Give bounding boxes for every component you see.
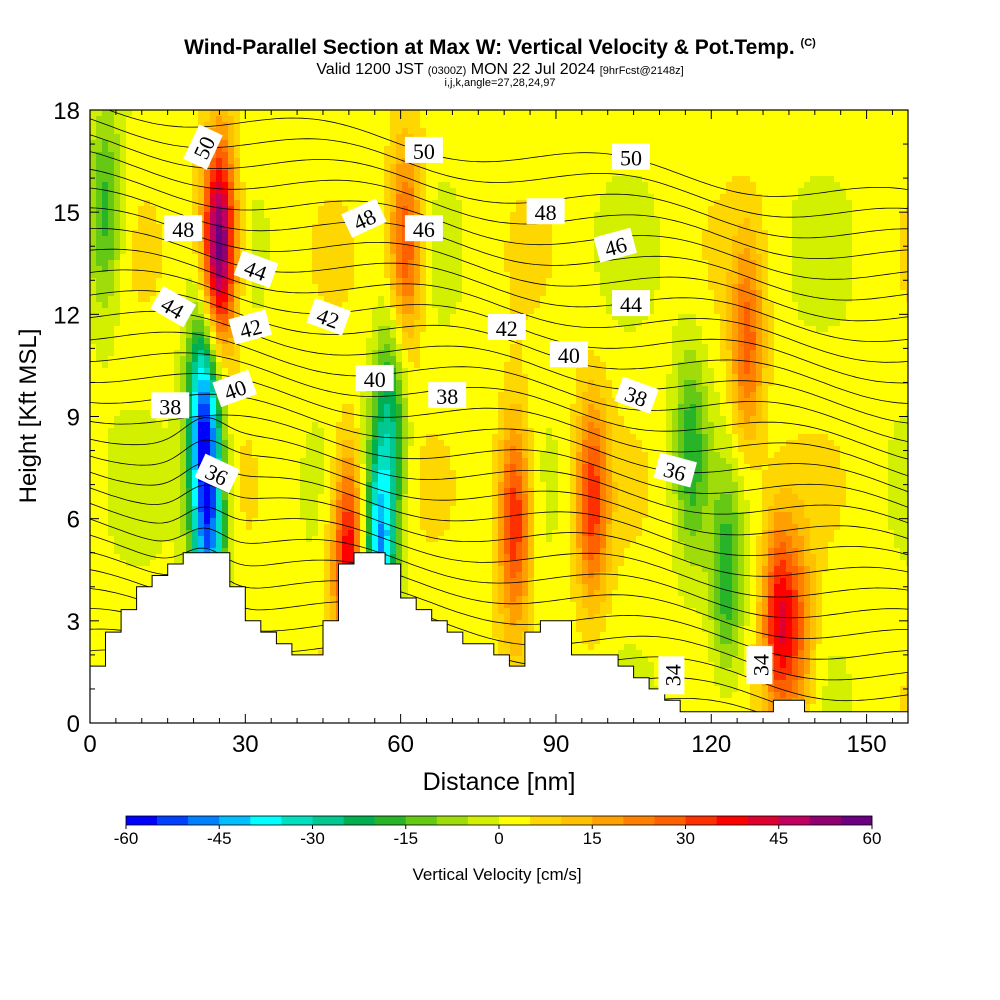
colorbar-swatch (374, 816, 407, 825)
contour-label: 44 (612, 290, 650, 317)
colorbar-label: Vertical Velocity [cm/s] (412, 865, 581, 884)
colorbar-tick-label: 0 (494, 829, 503, 848)
colorbar-swatch (623, 816, 655, 825)
contour-label: 36 (194, 453, 240, 494)
colorbar-swatch (561, 816, 593, 825)
colorbar-tick-label: 30 (676, 829, 695, 848)
x-tick-label: 120 (691, 731, 731, 758)
colorbar-tick-label: -45 (207, 829, 232, 848)
contour-label: 46 (404, 215, 443, 242)
theta-contour-labels: 5048444442403836484240504638424840504644… (150, 124, 773, 695)
x-axis-label: Distance [nm] (423, 768, 576, 796)
x-tick-label: 90 (543, 731, 570, 758)
colorbar-swatch (499, 816, 531, 825)
colorbar-swatch (436, 816, 469, 825)
chart-title: Wind-Parallel Section at Max W: Vertical… (184, 36, 816, 59)
x-tick-label: 150 (847, 731, 887, 758)
y-tick-label: 9 (67, 405, 80, 432)
colorbar-tick-label: -30 (300, 829, 325, 848)
y-tick-label: 6 (67, 507, 80, 534)
contour-label: 48 (341, 198, 387, 238)
colorbar-swatch (157, 816, 189, 825)
contour-label: 38 (151, 392, 190, 419)
contour-label: 40 (355, 365, 394, 392)
colorbar-swatch (467, 816, 500, 825)
contour-label: 50 (612, 143, 650, 171)
colorbar-swatch (716, 816, 748, 825)
colorbar-swatch (126, 816, 158, 825)
contour-label: 50 (404, 136, 443, 164)
colorbar-swatch (809, 816, 842, 825)
y-axis-label: Height [Kft MSL] (15, 329, 42, 504)
chart-indices: i,j,k,angle=27,28,24,97 (444, 77, 556, 89)
colorbar-tick-label: 60 (863, 829, 882, 848)
colorbar-swatch (343, 816, 375, 825)
colorbar-swatch (530, 816, 562, 825)
colorbar-swatch (685, 816, 717, 825)
colorbar-swatch (250, 816, 282, 825)
colorbar-swatch (654, 816, 686, 825)
x-tick-label: 30 (232, 731, 259, 758)
colorbar-tick-label: 45 (769, 829, 788, 848)
colorbar: -60 -45 -30 -15 0 15 30 45 60 (114, 815, 882, 848)
contour-label: 38 (428, 382, 467, 409)
contour-label: 48 (526, 198, 565, 225)
y-tick-label: 0 (67, 711, 80, 738)
colorbar-swatch (219, 816, 251, 825)
x-tick-label: 0 (83, 731, 96, 758)
colorbar-swatch (840, 816, 873, 825)
colorbar-swatch (188, 816, 220, 825)
colorbar-swatch (312, 816, 344, 825)
contour-label: 42 (228, 309, 272, 345)
chart-subtitle: Valid 1200 JST (0300Z) MON 22 Jul 2024 [… (316, 61, 684, 78)
y-tick-label: 12 (53, 302, 80, 329)
terrain (90, 552, 908, 723)
colorbar-tick-label: 15 (583, 829, 602, 848)
contour-label: 40 (549, 341, 588, 368)
colorbar-swatch (747, 816, 780, 825)
colorbar-swatch (281, 816, 313, 825)
x-tick-label: 60 (387, 731, 414, 758)
contour-label: 34 (658, 656, 685, 695)
contour-label: 46 (593, 227, 637, 263)
colorbar-swatch (778, 816, 811, 825)
contour-label: 36 (653, 452, 697, 488)
y-tick-label: 15 (53, 200, 80, 227)
contour-label: 48 (164, 215, 203, 242)
colorbar-swatch (405, 816, 438, 825)
y-tick-label: 18 (53, 98, 80, 125)
colorbar-tick-label: -60 (114, 829, 139, 848)
contour-label: 34 (746, 646, 773, 685)
colorbar-tick-label: -15 (393, 829, 418, 848)
colorbar-swatch (592, 816, 624, 825)
contour-label: 42 (487, 314, 526, 341)
y-tick-label: 3 (67, 609, 80, 636)
